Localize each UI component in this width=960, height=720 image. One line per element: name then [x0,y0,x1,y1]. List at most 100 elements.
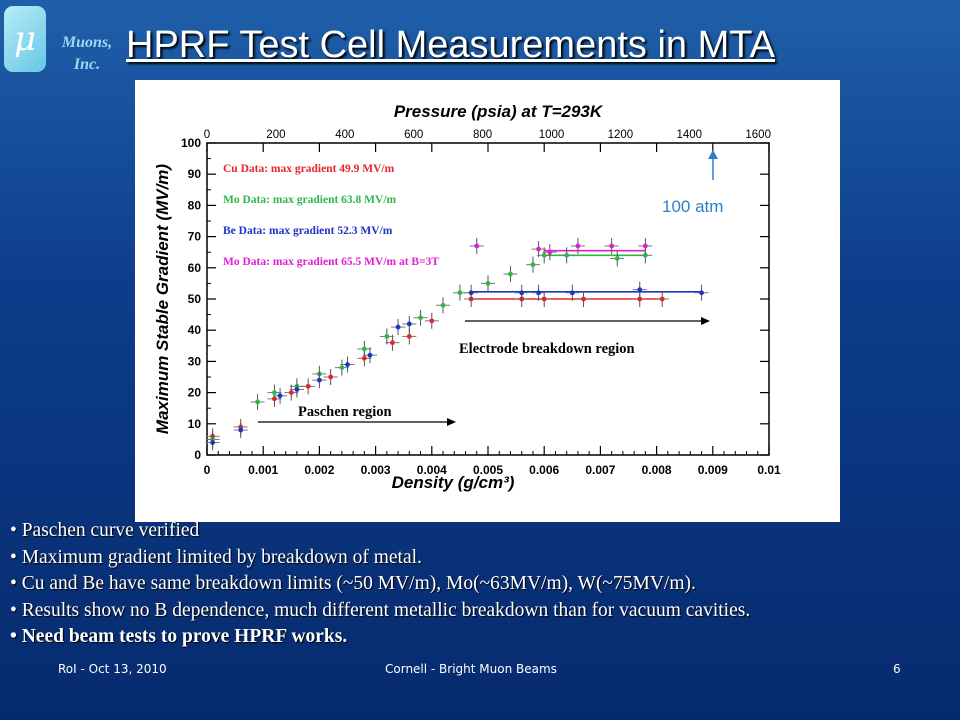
y-tick-label: 60 [188,261,202,275]
data-point [255,399,260,405]
data-point [406,321,412,327]
data-point [519,290,525,296]
electrode-region-label: Electrode breakdown region [459,341,635,357]
data-point [541,252,547,258]
top-tick-label: 1600 [745,129,771,141]
y-tick-label: 10 [188,417,202,431]
data-point [367,352,373,358]
x-tick-label: 0.008 [642,463,672,477]
data-point [277,393,283,399]
y-tick-label: 100 [181,136,201,150]
x-tick-label: 0.003 [361,463,391,477]
y-tick-label: 20 [188,386,202,400]
x-tick-label: 0.009 [698,463,728,477]
company-name-line1: Muons, [61,34,113,51]
data-point [457,290,463,296]
data-point [210,440,216,445]
data-point [395,324,401,330]
data-point [637,296,643,302]
data-point [547,249,553,255]
data-point [564,252,570,258]
x-tick-label: 0.002 [304,463,334,477]
top-tick-label: 0 [204,129,210,141]
data-point [508,271,513,277]
data-point [238,427,244,433]
legend-entry: Mo Data: max gradient 65.5 MV/m at B=3T [223,256,439,268]
muons-inc-logo: μ [4,6,46,72]
x-tick-label: 0.007 [585,463,615,477]
bullet-item: • Paschen curve verified [10,520,200,541]
data-point [294,387,300,392]
top-tick-label: 1000 [539,129,565,141]
paschen-arrowhead [447,418,456,426]
data-point [609,243,615,249]
data-point [530,262,536,268]
legend-entry: Mo Data: max gradient 63.8 MV/m [223,194,397,206]
company-name-line2: Inc. [73,56,101,73]
x-tick-label: 0.001 [248,463,278,477]
data-point [328,374,334,380]
data-point [699,290,704,296]
data-point [406,334,412,339]
y-tick-label: 0 [194,448,201,462]
data-point [361,355,367,361]
slide-title: HPRF Test Cell Measurements in MTA [126,24,775,66]
chart-figure: 0 0.001 0.002 0.003 0.004 0.005 0.006 0.007 0.00… [135,80,840,522]
data-point [317,377,322,383]
data-point [384,334,390,339]
bullet-item: • Need beam tests to prove HPRF works. [10,626,348,647]
atm-label: 100 atm [662,197,723,216]
y-tick-label: 70 [188,230,202,244]
data-point [659,296,665,302]
data-point [339,365,345,371]
atm-arrowhead [708,150,718,159]
data-point [440,302,446,308]
mu-glyph: μ [13,19,37,59]
legend-entry: Be Data: max gradient 52.3 MV/m [223,225,393,237]
data-point [642,243,648,249]
top-tick-label: 200 [266,129,285,141]
x-tick-label: 0.004 [417,463,447,477]
top-tick-label: 600 [404,129,423,141]
y-tick-label: 40 [188,323,202,337]
data-point [468,290,474,296]
top-tick-label: 400 [335,129,354,141]
bullet-item: • Results show no B dependence, much dif… [10,599,751,621]
data-point [575,243,581,249]
gradient-vs-density-chart: 0 0.001 0.002 0.003 0.004 0.005 0.006 0.007 0.00… [153,102,781,492]
data-point [474,243,480,249]
data-point [485,281,491,286]
legend-entry: Cu Data: max gradient 49.9 MV/m [223,163,395,175]
y-tick-label: 80 [188,198,202,212]
y-tick-label: 30 [188,354,202,368]
data-point [429,318,435,324]
data-point [272,390,277,395]
data-point [345,362,350,367]
x-axis-title: Density (g/cm³) [392,473,515,492]
y-axis-title: Maximum Stable Gradient (MV/m) [153,164,172,434]
data-point [288,390,294,395]
data-point [541,296,547,302]
footer-title: Cornell - Bright Muon Beams [385,662,557,676]
top-tick-label: 1200 [608,129,634,141]
x-tick-label: 0.006 [529,463,559,477]
data-point [614,256,620,261]
y-tick-label: 50 [188,292,202,306]
top-axis-title: Pressure (psia) at T=293K [394,102,604,121]
data-point [637,287,643,293]
company-name: Muons, Inc. [50,32,124,76]
y-tick-label: 90 [188,167,202,181]
data-point [305,383,311,389]
data-point [642,252,648,258]
footer-date: RoI - Oct 13, 2010 [58,662,167,676]
slide-number: 6 [893,662,901,676]
x-tick-label: 0.01 [757,463,781,477]
data-point [536,290,541,296]
data-point [361,346,367,352]
data-point [390,340,395,346]
top-tick-label: 1400 [677,129,703,141]
data-point [536,246,541,252]
bullet-item: • Maximum gradient limited by breakdown … [10,546,422,568]
bullet-list: • Paschen curve verified • Maximum gradi… [10,518,950,651]
x-tick-label: 0 [204,463,211,477]
